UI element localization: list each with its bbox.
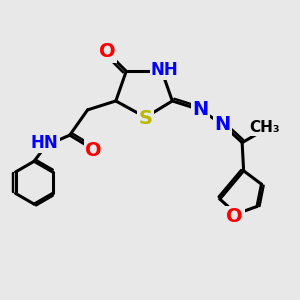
Text: O: O [226, 207, 243, 226]
Text: CH₃: CH₃ [249, 120, 280, 135]
Text: N: N [215, 115, 231, 134]
Text: O: O [85, 140, 102, 160]
Text: HN: HN [31, 134, 58, 152]
Text: NH: NH [151, 61, 179, 79]
Text: N: N [192, 100, 209, 119]
Text: S: S [139, 109, 152, 128]
Text: O: O [99, 42, 115, 62]
